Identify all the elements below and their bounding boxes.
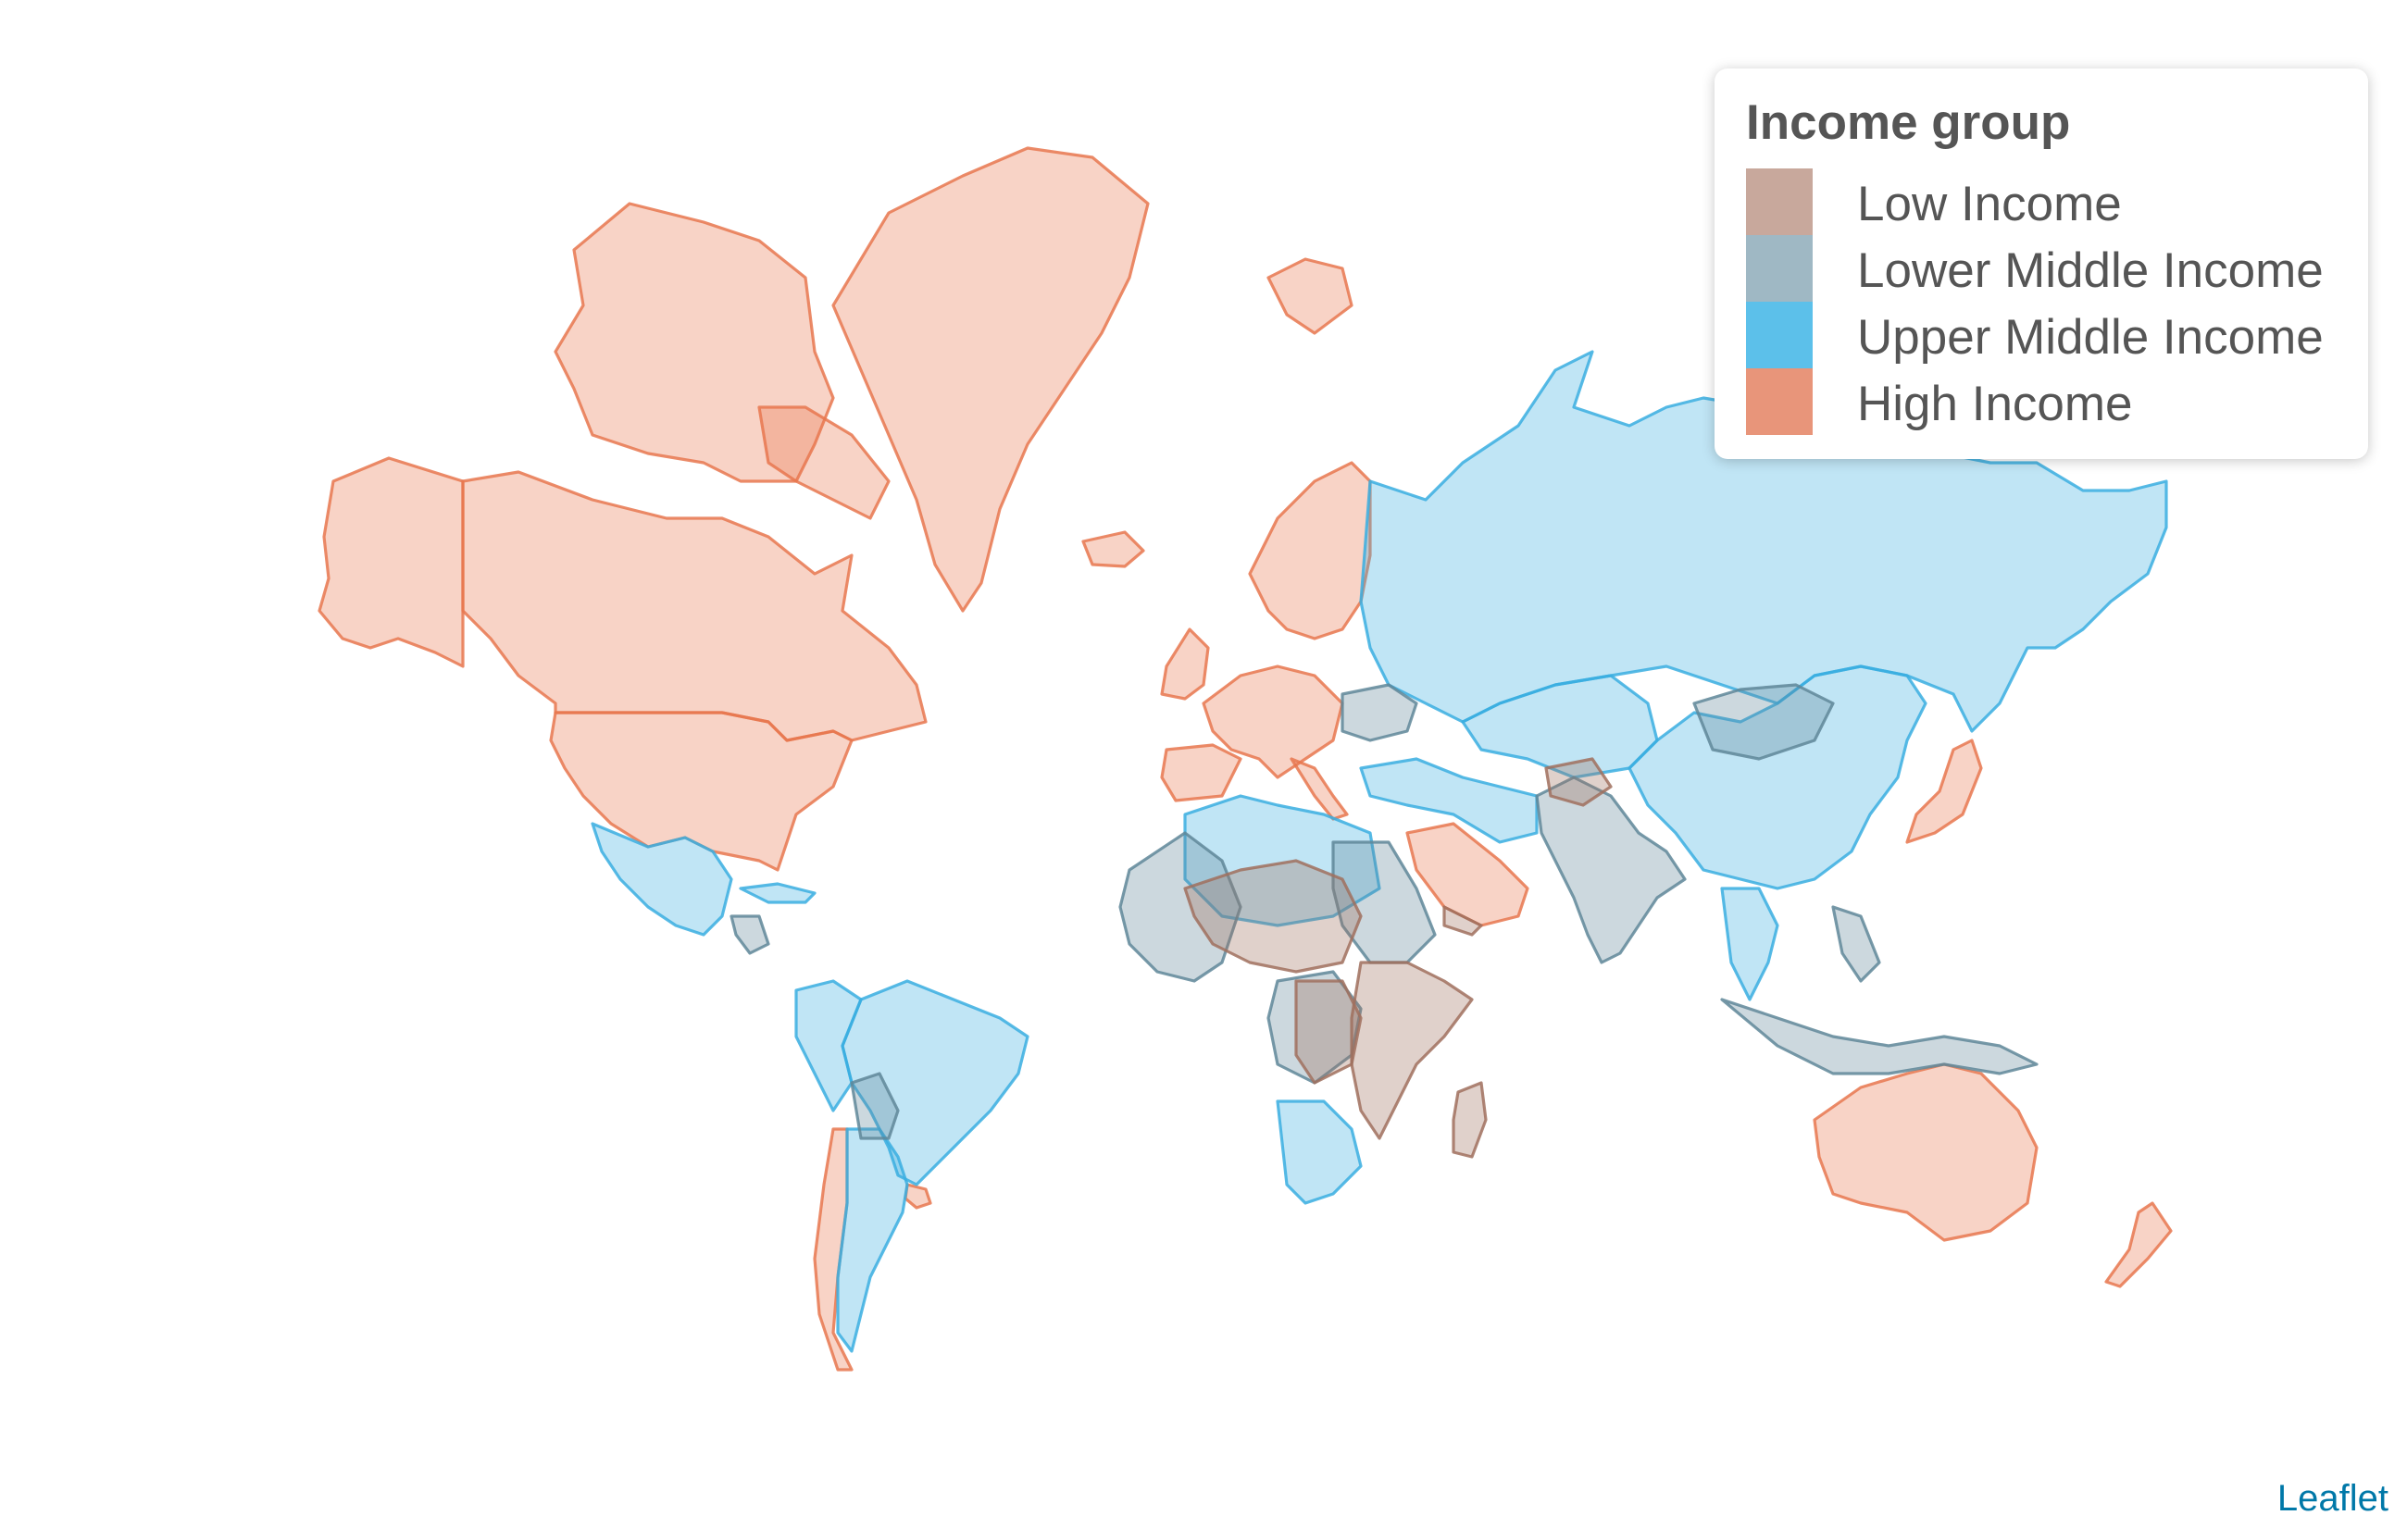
country-japan[interactable] xyxy=(1905,739,1983,844)
country-saudi-arabia[interactable] xyxy=(1405,822,1529,927)
country-bolivia-peru[interactable] xyxy=(850,1072,900,1140)
country-uk-ireland[interactable] xyxy=(1160,627,1210,701)
low-income-regions xyxy=(1183,757,1613,1159)
country-norway-sweden-finland[interactable] xyxy=(1248,461,1372,640)
country-indonesia[interactable] xyxy=(1720,998,2039,1075)
country-india-pakistan[interactable] xyxy=(1535,776,1687,964)
country-central-africa[interactable] xyxy=(1266,970,1363,1085)
high-income-regions xyxy=(318,146,2173,1372)
country-svalbard[interactable] xyxy=(1266,257,1353,335)
country-turkey-iran[interactable] xyxy=(1359,757,1539,844)
country-china[interactable] xyxy=(1628,664,1927,890)
country-mongolia[interactable] xyxy=(1692,683,1835,761)
country-uruguay[interactable] xyxy=(904,1183,932,1210)
leaflet-attribution-link[interactable]: Leaflet xyxy=(2276,1478,2388,1519)
legend-title: Income group xyxy=(1746,95,2071,150)
country-australia[interactable] xyxy=(1813,1062,2039,1242)
country-usa[interactable] xyxy=(549,711,854,872)
country-east-africa[interactable] xyxy=(1350,961,1474,1140)
legend-label-lower-middle-income: Lower Middle Income xyxy=(1857,243,2324,298)
legend-label-low-income: Low Income xyxy=(1857,177,2122,231)
country-drc[interactable] xyxy=(1294,979,1363,1085)
lower-middle-income-regions xyxy=(730,683,2039,1140)
country-central-america[interactable] xyxy=(730,914,770,955)
country-new-zealand[interactable] xyxy=(2104,1201,2173,1288)
country-italy[interactable] xyxy=(1290,757,1349,821)
legend-label-high-income: High Income xyxy=(1857,377,2133,431)
country-argentina[interactable] xyxy=(836,1127,909,1353)
country-west-africa[interactable] xyxy=(1118,831,1242,983)
country-iceland[interactable] xyxy=(1081,530,1145,568)
legend-swatch-lower-middle-income xyxy=(1746,235,1813,302)
legend-label-upper-middle-income: Upper Middle Income xyxy=(1857,310,2324,365)
country-western-europe[interactable] xyxy=(1202,664,1344,779)
legend-swatch-low-income xyxy=(1746,168,1813,235)
country-south-africa[interactable] xyxy=(1276,1099,1363,1205)
country-baffin-island[interactable] xyxy=(757,405,891,520)
country-spain-portugal[interactable] xyxy=(1160,743,1242,802)
country-mexico[interactable] xyxy=(591,822,733,937)
country-canada[interactable] xyxy=(461,470,928,742)
country-yemen[interactable] xyxy=(1442,905,1483,937)
country-sahel[interactable] xyxy=(1183,859,1363,974)
country-thailand-malaysia[interactable] xyxy=(1720,887,1779,1001)
legend-swatch-upper-middle-income xyxy=(1746,302,1813,368)
legend-swatch-high-income xyxy=(1746,368,1813,435)
country-greenland[interactable] xyxy=(831,146,1150,613)
country-philippines[interactable] xyxy=(1831,905,1881,983)
country-afghanistan[interactable] xyxy=(1544,757,1613,807)
country-alaska[interactable] xyxy=(318,456,465,668)
country-cuba-caribbean[interactable] xyxy=(739,882,817,904)
income-legend: Income group Low Income Lower Middle Inc… xyxy=(1715,68,2368,459)
country-ukraine[interactable] xyxy=(1341,683,1418,742)
country-madagascar[interactable] xyxy=(1452,1081,1488,1159)
